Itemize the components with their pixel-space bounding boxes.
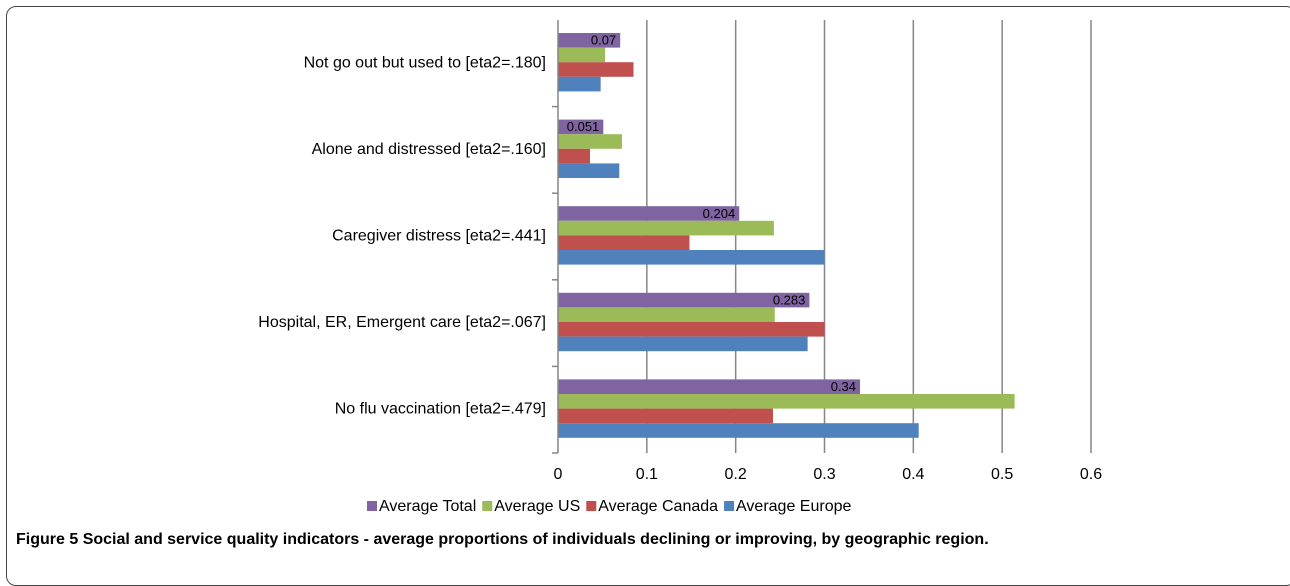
legend-label: Average Europe [736,498,851,515]
bar [558,220,774,236]
bar [558,394,1015,409]
bar [558,423,919,438]
category-label: Hospital, ER, Emergent care [eta2=.067] [258,314,546,331]
legend-label: Average Total [379,498,476,515]
legend-label: Average US [494,498,580,515]
legend-swatch [586,501,597,511]
x-tick-label: 0.5 [991,466,1013,483]
category-label: No flu vaccination [eta2=.479] [335,401,546,418]
data-label: 0.283 [773,292,806,307]
chart: 0.07 0.051 0.204 0.283 0.34 0 0.1 0.2 0.3 0.4 0.5… [258,20,1102,515]
x-tick-label: 0.6 [1080,466,1102,483]
data-label: 0.07 [591,33,616,48]
data-label: 0.34 [831,379,856,394]
bar [558,163,620,178]
bar [558,47,606,63]
x-tick-label: 0.4 [902,466,924,483]
legend-swatch [367,501,377,511]
bar [558,292,810,308]
bar [558,134,622,149]
category-label: Not go out but used to [eta2=.180] [304,54,546,71]
bar [558,62,634,77]
figure-caption: Figure 5 Social and service quality indi… [16,531,989,549]
bar [558,322,825,337]
bar [558,307,775,322]
bar [558,33,621,48]
data-label: 0.051 [567,119,600,134]
x-tick-label: 0.1 [636,466,658,483]
bar [558,250,825,265]
axes: 0 0.1 0.2 0.3 0.4 0.5 0.6 Not go out but used t… [258,20,1102,483]
bar [558,379,861,394]
x-tick-label: 0.3 [813,466,835,483]
bars: 0.07 0.051 0.204 0.283 0.34 [558,33,1015,438]
caption-text: Social and service quality indicators - … [82,531,989,548]
legend-swatch [724,501,735,511]
legend-swatch [482,501,493,511]
category-label: Caregiver distress [eta2=.441] [332,228,546,245]
gridlines [646,20,1092,453]
bar [558,119,604,135]
bar [558,408,773,424]
x-tick-label: 0.2 [725,466,747,483]
bar [558,336,808,352]
category-label: Alone and distressed [eta2=.160] [312,141,546,158]
bar [558,148,590,164]
data-label: 0.204 [703,206,736,221]
legend: Average Total Average US Average Canada Ave… [367,498,851,515]
figure-label: Figure 5 [16,531,79,548]
bar [558,76,601,92]
x-tick-label: 0 [554,466,563,483]
legend-label: Average Canada [598,498,718,515]
bar [558,235,690,250]
bar [558,206,740,221]
